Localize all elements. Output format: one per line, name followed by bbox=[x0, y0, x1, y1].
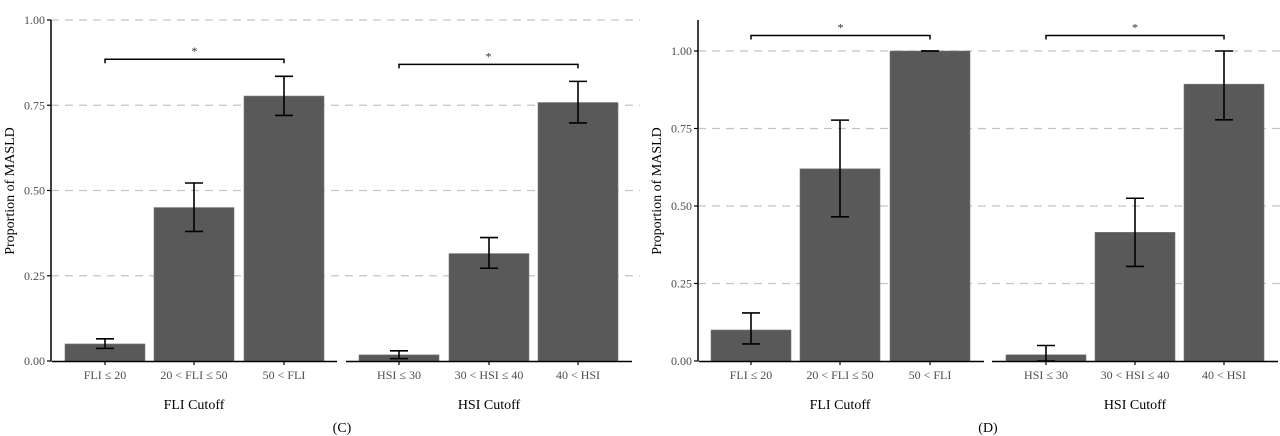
y-tick-label: 0.50 bbox=[24, 184, 45, 198]
significance-star: * bbox=[1132, 21, 1138, 35]
y-axis-title: Proportion of MASLD bbox=[3, 127, 18, 255]
panel-label: (C) bbox=[333, 421, 352, 436]
significance-bracket: * bbox=[104, 44, 285, 64]
x-tick-label: FLI ≤ 20 bbox=[730, 368, 773, 382]
x-tick-label: 20 < FLI ≤ 50 bbox=[806, 368, 873, 382]
y-tick-label: 0.00 bbox=[24, 354, 45, 368]
error-bar bbox=[1215, 50, 1233, 121]
bracket-line bbox=[104, 58, 285, 64]
y-tick-label: 1.00 bbox=[671, 44, 692, 58]
x-tick-label: 40 < HSI bbox=[556, 368, 600, 382]
error-bar bbox=[185, 182, 203, 233]
significance-bracket: * bbox=[750, 21, 931, 40]
y-tick-label: 0.25 bbox=[24, 269, 45, 283]
y-tick-label: 1.00 bbox=[24, 13, 45, 27]
bar bbox=[448, 253, 530, 362]
significance-bracket: * bbox=[1045, 21, 1225, 40]
bar bbox=[537, 102, 619, 362]
significance-star: * bbox=[192, 44, 198, 58]
bar bbox=[889, 50, 971, 362]
bracket-line bbox=[1045, 34, 1225, 40]
x-tick-label: 50 < FLI bbox=[909, 368, 952, 382]
significance-star: * bbox=[486, 49, 492, 63]
y-axis-title: Proportion of MASLD bbox=[650, 127, 665, 255]
panel-c: Proportion of MASLD (C) 0.00 0.25 0.50 0.75… bbox=[3, 13, 640, 436]
bracket-line bbox=[750, 34, 931, 40]
bracket-line bbox=[398, 63, 579, 69]
facet: HSI ≤ 30 30 < HSI ≤ 40 40 < HSI HSI Cutoff * bbox=[346, 49, 632, 413]
x-tick-label: 30 < HSI ≤ 40 bbox=[455, 368, 524, 382]
facet: FLI ≤ 20 20 < FLI ≤ 50 50 < FLI FLI Cutoff * bbox=[52, 44, 337, 413]
error-bar bbox=[480, 236, 498, 270]
error-bar bbox=[1126, 197, 1144, 268]
bar bbox=[1183, 83, 1265, 362]
x-tick-label: FLI ≤ 20 bbox=[84, 368, 127, 382]
y-tick-label: 0.25 bbox=[671, 277, 692, 291]
y-tick-label: 0.50 bbox=[671, 199, 692, 213]
facet: HSI ≤ 30 30 < HSI ≤ 40 40 < HSI HSI Cutoff * bbox=[992, 21, 1278, 413]
y-tick-label: 0.75 bbox=[671, 122, 692, 136]
significance-star: * bbox=[838, 21, 844, 35]
significance-bracket: * bbox=[398, 49, 579, 69]
bar bbox=[243, 95, 325, 362]
error-bar bbox=[390, 349, 408, 360]
x-axis-title: FLI Cutoff bbox=[810, 398, 871, 413]
y-tick-label: 0.00 bbox=[671, 354, 692, 368]
error-bar bbox=[569, 80, 587, 124]
error-bar bbox=[96, 338, 114, 350]
bar bbox=[153, 207, 235, 362]
x-tick-label: HSI ≤ 30 bbox=[1024, 368, 1068, 382]
panel-label: (D) bbox=[978, 421, 998, 436]
y-tick-label: 0.75 bbox=[24, 98, 45, 112]
error-bar bbox=[275, 75, 293, 117]
x-tick-label: 20 < FLI ≤ 50 bbox=[160, 368, 227, 382]
x-tick-label: 30 < HSI ≤ 40 bbox=[1101, 368, 1170, 382]
error-bar bbox=[831, 119, 849, 218]
panel-d: Proportion of MASLD (D) 0.00 0.25 0.50 0.75… bbox=[650, 20, 1280, 436]
facet: FLI ≤ 20 20 < FLI ≤ 50 50 < FLI FLI Cutoff * bbox=[699, 21, 984, 413]
x-tick-label: HSI ≤ 30 bbox=[377, 368, 421, 382]
x-tick-label: 40 < HSI bbox=[1202, 368, 1246, 382]
error-bar bbox=[742, 312, 760, 345]
x-tick-label: 50 < FLI bbox=[263, 368, 306, 382]
x-axis-title: HSI Cutoff bbox=[1104, 398, 1167, 413]
x-axis-title: FLI Cutoff bbox=[164, 398, 225, 413]
x-axis-title: HSI Cutoff bbox=[458, 398, 521, 413]
